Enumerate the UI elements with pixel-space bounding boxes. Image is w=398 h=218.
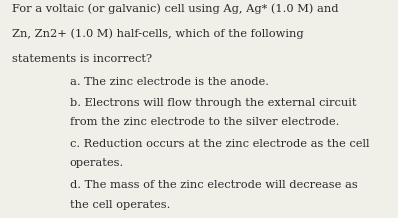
Text: d. The mass of the zinc electrode will decrease as: d. The mass of the zinc electrode will d… [70, 180, 357, 190]
Text: b. Electrons will flow through the external circuit: b. Electrons will flow through the exter… [70, 98, 356, 108]
Text: c. Reduction occurs at the zinc electrode as the cell: c. Reduction occurs at the zinc electrod… [70, 139, 369, 149]
Text: from the zinc electrode to the silver electrode.: from the zinc electrode to the silver el… [70, 118, 339, 128]
Text: Zn, Zn2+ (1.0 M) half-cells, which of the following: Zn, Zn2+ (1.0 M) half-cells, which of th… [12, 28, 304, 39]
Text: For a voltaic (or galvanic) cell using Ag, Ag* (1.0 M) and: For a voltaic (or galvanic) cell using A… [12, 3, 338, 14]
Text: operates.: operates. [70, 158, 124, 168]
Text: the cell operates.: the cell operates. [70, 200, 170, 210]
Text: statements is incorrect?: statements is incorrect? [12, 54, 152, 64]
Text: a. The zinc electrode is the anode.: a. The zinc electrode is the anode. [70, 77, 269, 87]
